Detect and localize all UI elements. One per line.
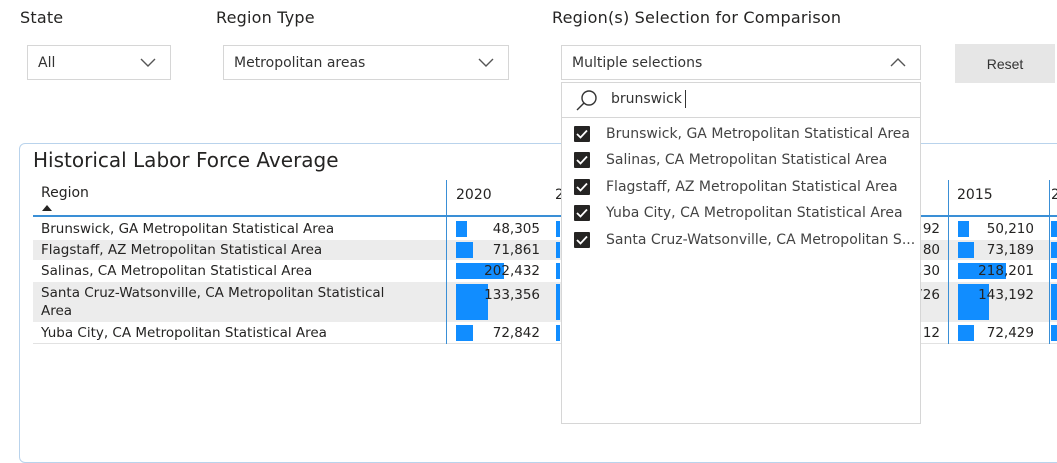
table-bottom-divider xyxy=(33,343,1057,344)
checkbox-checked-icon[interactable] xyxy=(574,232,590,248)
cell-value: 71,861 xyxy=(492,242,540,258)
regions-dropdown-panel xyxy=(561,82,921,424)
column-divider xyxy=(948,180,949,344)
dropdown-search-input[interactable]: brunswick xyxy=(611,91,682,107)
state-slicer-title: State xyxy=(20,8,64,27)
dropdown-search-box[interactable]: brunswick xyxy=(561,82,921,118)
dropdown-option[interactable]: Flagstaff, AZ Metropolitan Statistical A… xyxy=(574,176,919,198)
data-bar xyxy=(958,263,1006,279)
column-header-partial-right[interactable]: 2 xyxy=(1051,187,1057,203)
cell-value: 73,189 xyxy=(986,242,1034,258)
partial-bar xyxy=(556,325,560,341)
row-region-name: Brunswick, GA Metropolitan Statistical A… xyxy=(41,221,335,237)
checkbox-checked-icon[interactable] xyxy=(574,179,590,195)
dropdown-option-label: Santa Cruz-Watsonville, CA Metropolitan … xyxy=(606,232,916,248)
cell-value: 143,192 xyxy=(978,287,1034,303)
data-bar xyxy=(456,242,473,258)
region-type-slicer-title: Region Type xyxy=(216,8,315,27)
partial-bar xyxy=(1051,325,1057,341)
region-type-dropdown-value: Metropolitan areas xyxy=(234,54,366,71)
dropdown-option[interactable]: Yuba City, CA Metropolitan Statistical A… xyxy=(574,202,919,224)
cell-value: 72,842 xyxy=(492,325,540,341)
dropdown-option[interactable]: Salinas, CA Metropolitan Statistical Are… xyxy=(574,149,919,171)
partial-cell-value: 12 xyxy=(922,325,940,341)
regions-slicer-title: Region(s) Selection for Comparison xyxy=(552,8,842,27)
reset-button[interactable]: Reset xyxy=(955,44,1055,83)
partial-bar xyxy=(1051,242,1057,258)
state-dropdown[interactable]: All xyxy=(27,45,171,80)
partial-bar xyxy=(1051,263,1057,279)
data-bar xyxy=(958,325,974,341)
data-bar xyxy=(958,284,989,320)
data-bar xyxy=(456,284,488,320)
partial-bar xyxy=(556,221,560,237)
dropdown-option-label: Flagstaff, AZ Metropolitan Statistical A… xyxy=(606,179,898,195)
state-dropdown-value: All xyxy=(38,54,56,71)
partial-bar xyxy=(1051,284,1057,320)
partial-bar xyxy=(556,284,560,320)
column-header-partial-left[interactable]: 2 xyxy=(555,187,564,203)
data-bar xyxy=(456,221,467,237)
table-row[interactable]: Yuba City, CA Metropolitan Statistical A… xyxy=(33,323,1057,343)
cell-value: 202,432 xyxy=(484,263,540,279)
chevron-up-icon xyxy=(890,58,906,67)
dropdown-option-label: Yuba City, CA Metropolitan Statistical A… xyxy=(606,205,903,221)
column-divider xyxy=(446,180,447,344)
column-header-2015[interactable]: 2015 xyxy=(957,187,993,203)
row-region-name: Flagstaff, AZ Metropolitan Statistical A… xyxy=(41,242,323,258)
column-header-2020[interactable]: 2020 xyxy=(456,187,492,203)
data-bar xyxy=(958,221,969,237)
row-region-name-line2: Area xyxy=(41,303,73,319)
column-header-region[interactable]: Region xyxy=(41,185,89,201)
sort-ascending-icon xyxy=(42,205,52,211)
partial-cell-value: 80 xyxy=(922,242,940,258)
partial-cell-value: 92 xyxy=(922,221,940,237)
table-row[interactable]: Salinas, CA Metropolitan Statistical Are… xyxy=(33,261,1057,281)
column-divider xyxy=(1049,180,1050,344)
cell-value: 50,210 xyxy=(986,221,1034,237)
row-region-name: Yuba City, CA Metropolitan Statistical A… xyxy=(41,325,327,341)
checkbox-checked-icon[interactable] xyxy=(574,205,590,221)
data-bar xyxy=(456,263,504,279)
partial-bar xyxy=(556,242,560,258)
search-icon xyxy=(576,90,597,111)
region-type-dropdown[interactable]: Metropolitan areas xyxy=(223,45,509,80)
text-cursor xyxy=(685,90,686,108)
data-bar xyxy=(456,325,473,341)
header-divider xyxy=(33,215,1057,217)
dropdown-option-label: Salinas, CA Metropolitan Statistical Are… xyxy=(606,152,888,168)
row-region-name-line1: Santa Cruz-Watsonville, CA Metropolitan … xyxy=(41,285,385,301)
data-bar xyxy=(958,242,974,258)
cell-value: 133,356 xyxy=(484,287,540,303)
cell-value: 72,429 xyxy=(986,325,1034,341)
partial-bar xyxy=(556,263,560,279)
chevron-down-icon xyxy=(140,58,156,67)
table-row[interactable]: Brunswick, GA Metropolitan Statistical A… xyxy=(33,219,1057,239)
dropdown-option[interactable]: Santa Cruz-Watsonville, CA Metropolitan … xyxy=(574,229,919,251)
dropdown-option[interactable]: Brunswick, GA Metropolitan Statistical A… xyxy=(574,123,919,145)
partial-bar xyxy=(1051,221,1057,237)
cell-value: 218,201 xyxy=(978,263,1034,279)
chevron-down-icon xyxy=(478,58,494,67)
checkbox-checked-icon[interactable] xyxy=(574,126,590,142)
table-title: Historical Labor Force Average xyxy=(33,148,339,172)
cell-value: 48,305 xyxy=(492,221,540,237)
dropdown-option-label: Brunswick, GA Metropolitan Statistical A… xyxy=(606,126,910,142)
partial-cell-value: 30 xyxy=(922,263,940,279)
regions-dropdown-value: Multiple selections xyxy=(572,54,703,71)
regions-dropdown[interactable]: Multiple selections xyxy=(561,45,921,80)
checkbox-checked-icon[interactable] xyxy=(574,152,590,168)
row-region-name: Salinas, CA Metropolitan Statistical Are… xyxy=(41,263,313,279)
